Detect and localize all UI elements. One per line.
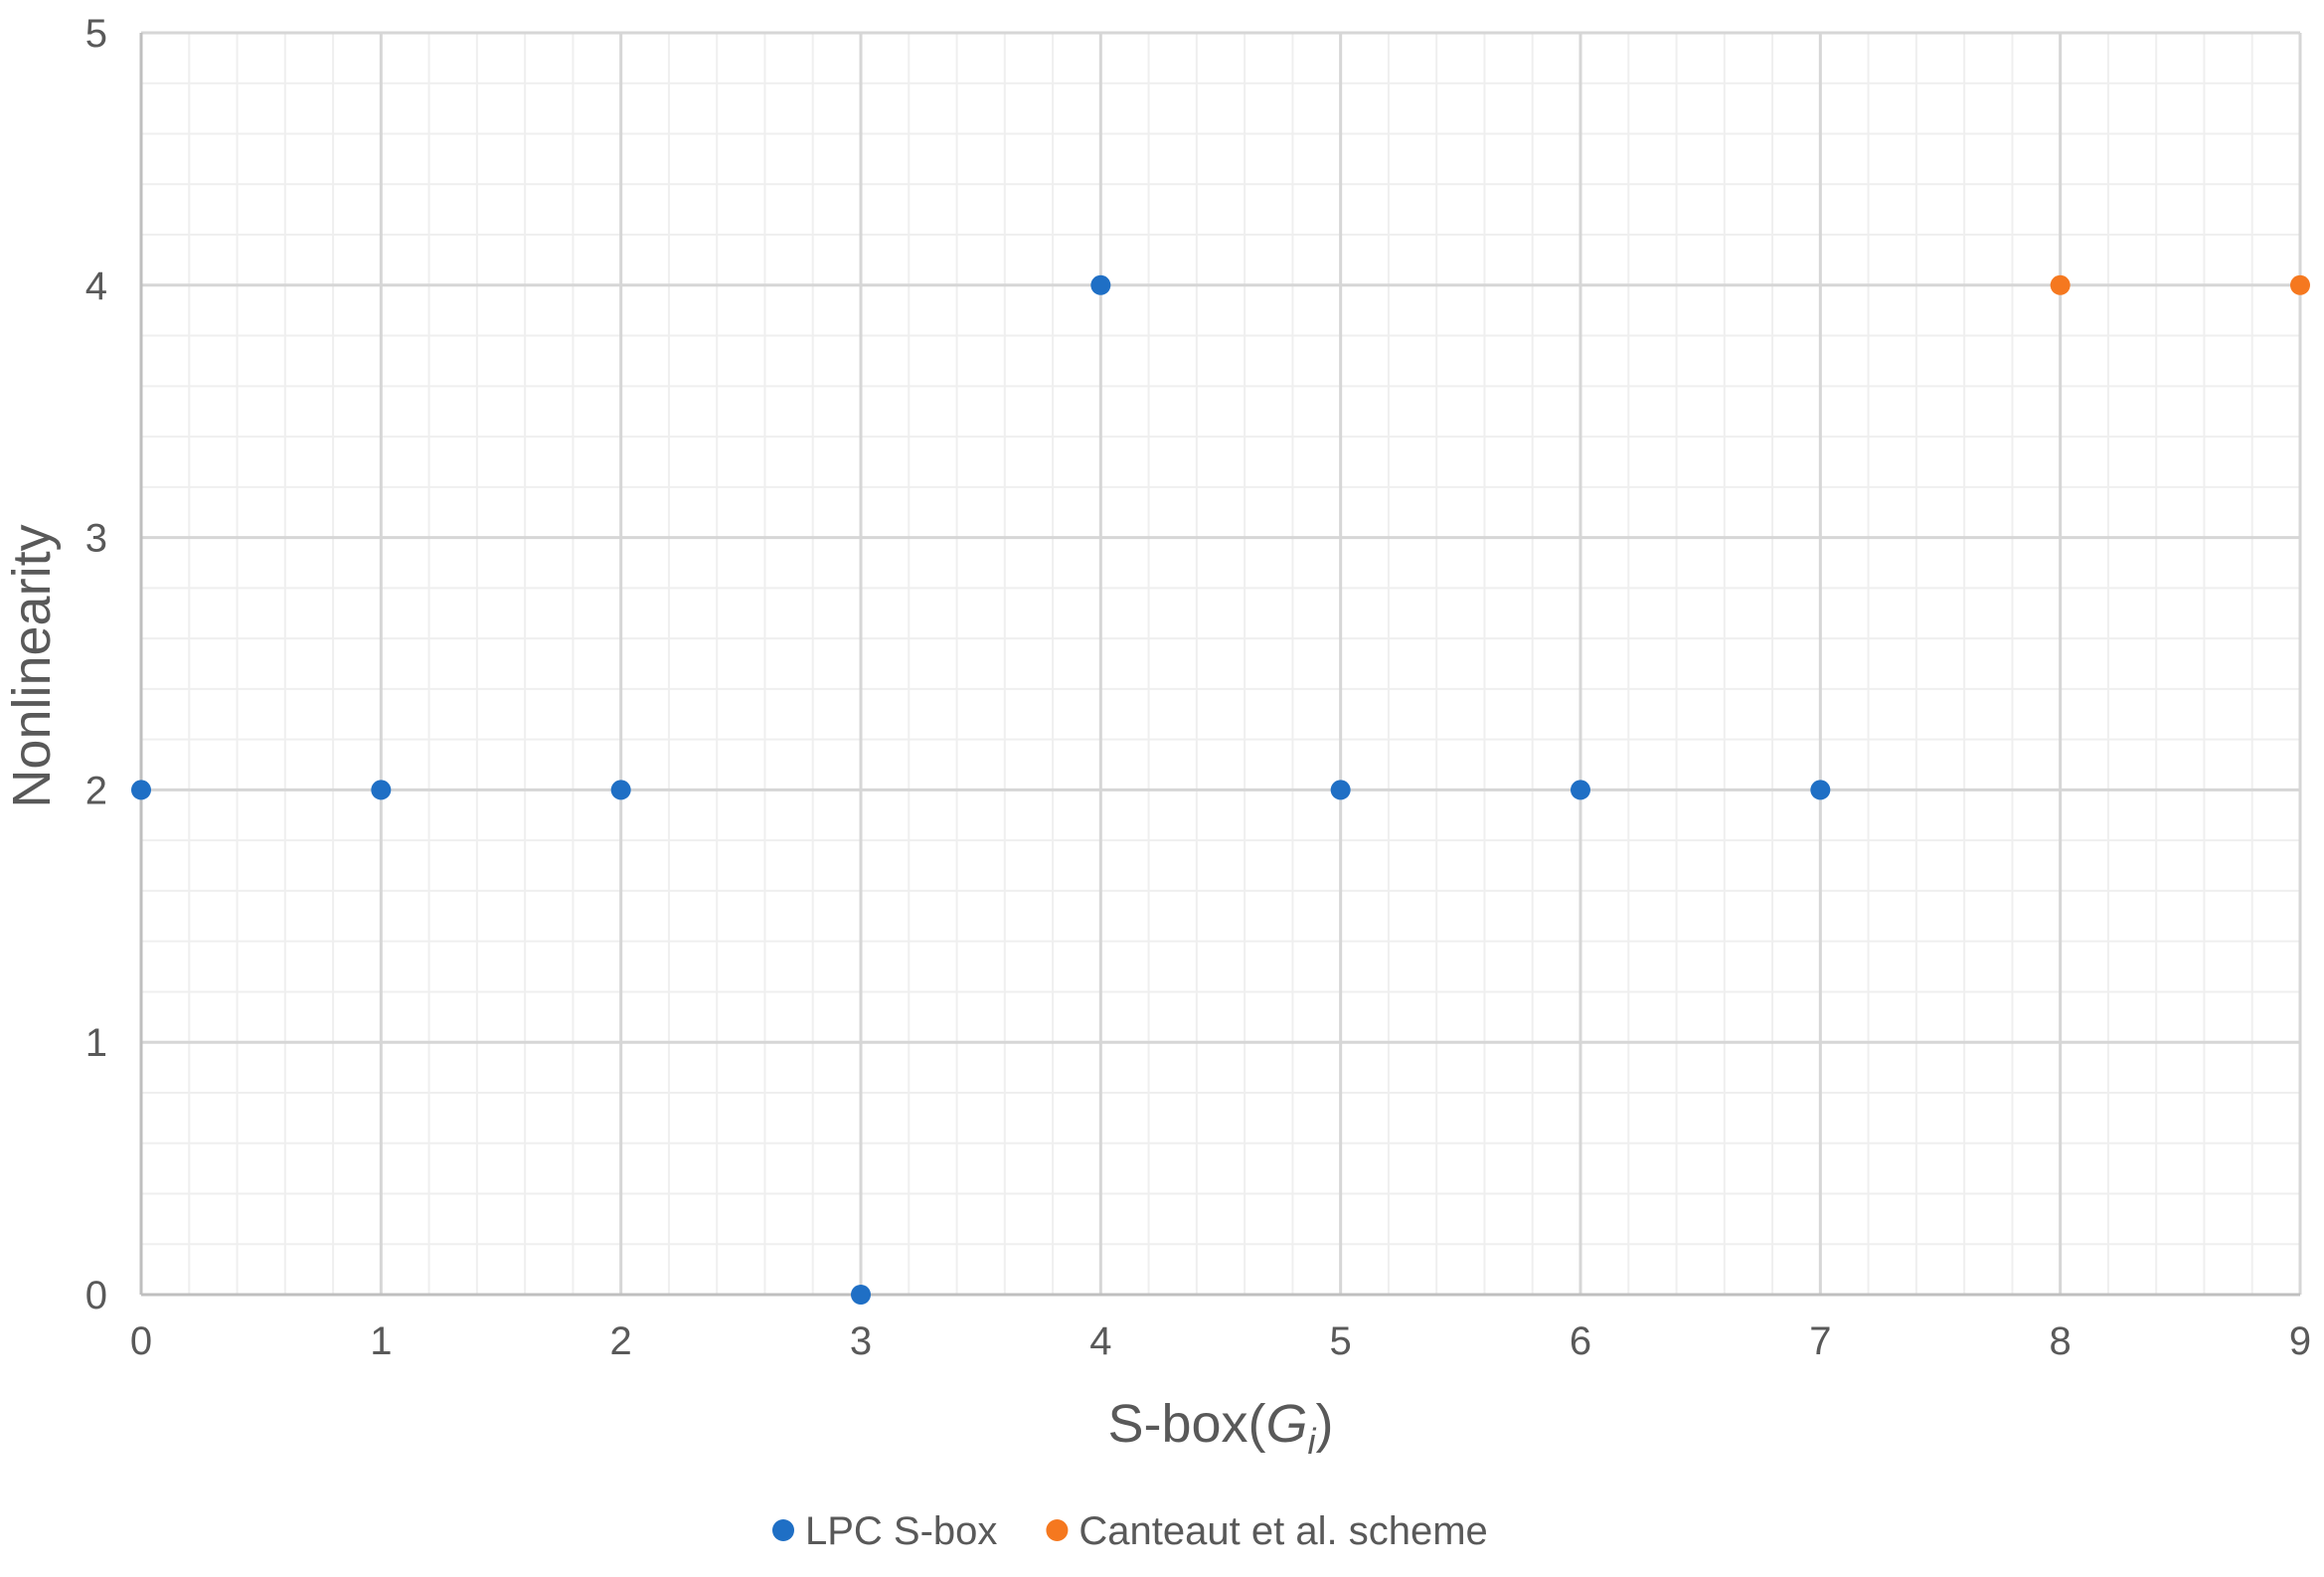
data-point: [610, 780, 631, 800]
x-tick-label: 0: [130, 1319, 152, 1363]
y-tick-label: 3: [85, 517, 107, 561]
data-point: [2290, 274, 2310, 295]
x-tick-label: 6: [1570, 1319, 1591, 1363]
x-axis-title-main: S-box(: [1107, 1394, 1265, 1454]
data-point: [1090, 274, 1111, 295]
data-point: [1571, 780, 1590, 800]
x-tick-label: 3: [850, 1319, 872, 1363]
data-point: [2050, 274, 2071, 295]
y-tick-label: 4: [85, 264, 107, 308]
x-tick-label: 7: [1809, 1319, 1831, 1363]
y-tick-label: 2: [85, 769, 107, 812]
legend-label: LPC S-box: [805, 1509, 997, 1553]
y-tick-label: 0: [85, 1274, 107, 1317]
data-point: [851, 1285, 871, 1305]
y-tick-label: 1: [85, 1021, 107, 1065]
x-tick-label: 2: [610, 1319, 632, 1363]
x-axis-title-sub: i: [1308, 1421, 1317, 1462]
legend-marker: [772, 1519, 794, 1541]
y-tick-labels: 0 1 2 3 4 5: [85, 12, 107, 1317]
major-grid: [141, 31, 2302, 1295]
data-point: [131, 780, 151, 800]
legend-marker: [1046, 1519, 1069, 1541]
x-tick-label: 9: [2289, 1319, 2311, 1363]
y-tick-label: 5: [85, 12, 107, 56]
legend-label: Canteaut et al. scheme: [1079, 1509, 1487, 1553]
x-tick-label: 8: [2050, 1319, 2072, 1363]
x-axis-title: S-box(Gi): [1107, 1394, 1333, 1462]
x-axis-title-var: G: [1266, 1394, 1308, 1454]
x-tick-label: 4: [1089, 1319, 1111, 1363]
x-tick-labels: 0 1 2 3 4 5 6 7 8 9: [130, 1319, 2311, 1363]
x-axis-title-close: ): [1316, 1394, 1334, 1454]
axes: [139, 33, 2300, 1297]
minor-grid: [141, 33, 2300, 1295]
y-axis-title: Nonlinearity: [2, 524, 62, 807]
legend: LPC S-box Canteaut et al. scheme: [772, 1509, 1488, 1553]
data-point: [1810, 780, 1831, 800]
data-points: [131, 274, 2310, 1305]
x-tick-label: 1: [370, 1319, 392, 1363]
x-tick-label: 5: [1330, 1319, 1352, 1363]
data-point: [371, 780, 392, 800]
data-point: [1330, 780, 1351, 800]
